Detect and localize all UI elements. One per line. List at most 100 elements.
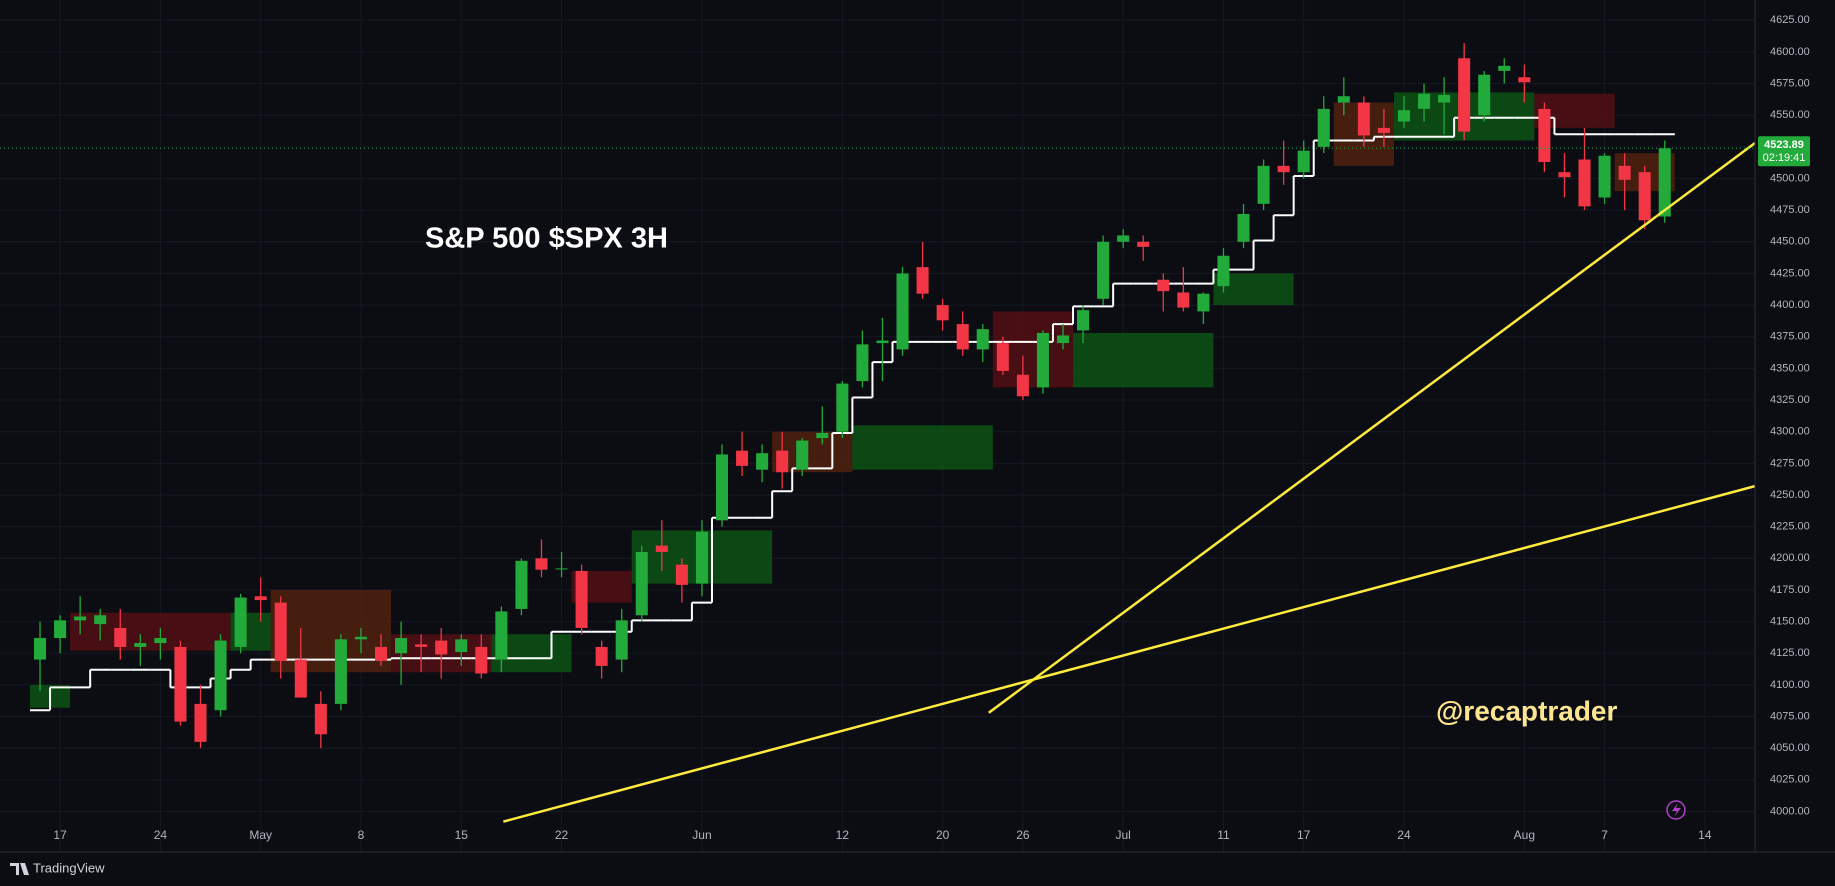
y-tick-label: 4075.00 [1770, 710, 1810, 722]
candle-body [1458, 58, 1471, 132]
candle-body [715, 454, 729, 521]
candle-body [1518, 77, 1531, 83]
x-tick-label: 11 [1217, 828, 1230, 842]
y-tick-label: 4375.00 [1770, 331, 1810, 343]
y-tick-label: 4125.00 [1770, 647, 1810, 659]
candle-body [816, 432, 829, 439]
x-tick-label: 12 [836, 828, 850, 842]
x-tick-label: 8 [358, 828, 365, 842]
trendlines [503, 142, 1756, 823]
alert-bolt[interactable] [1672, 803, 1681, 817]
axes: 4000.00 4025.00 4050.00 4075.00 4100.00 4125.… [0, 0, 1835, 853]
candle-body [234, 597, 247, 647]
candle-body [334, 639, 347, 704]
y-tick-label: 4150.00 [1770, 615, 1810, 627]
candle-body [1077, 310, 1090, 331]
footer-logo[interactable]: TradingView [10, 860, 105, 875]
candle-body [1157, 279, 1170, 292]
candle-body [675, 564, 688, 585]
candle-body [1638, 172, 1651, 221]
candle-body [1117, 235, 1130, 242]
x-tick-label: Aug [1514, 828, 1535, 842]
last-price-badge [1758, 136, 1810, 167]
alert-circle[interactable] [1666, 800, 1686, 820]
candle-body [595, 646, 608, 666]
x-tick-label: 7 [1601, 828, 1608, 842]
candle-body [1578, 159, 1591, 207]
candle-body [936, 305, 949, 321]
x-tick-label: 17 [1297, 828, 1311, 842]
logo-icon[interactable] [10, 863, 29, 875]
y-tick-label: 4225.00 [1770, 521, 1810, 533]
candle-body [435, 640, 448, 655]
candle-body [194, 703, 207, 742]
candle-body [876, 340, 889, 344]
y-tick-label: 4450.00 [1770, 236, 1810, 248]
candle-body [736, 450, 749, 466]
y-tick-label: 4200.00 [1770, 552, 1810, 564]
candle-body [174, 646, 187, 722]
candle-body [856, 344, 869, 382]
candle-body [655, 545, 668, 552]
candle-body [254, 596, 267, 601]
y-tick-label: 4425.00 [1770, 267, 1810, 279]
candle-body [1056, 335, 1070, 344]
candle-body [1658, 148, 1671, 217]
candle-body [1337, 96, 1350, 103]
y-tick-label: 4275.00 [1770, 457, 1810, 469]
y-tick-label: 4400.00 [1770, 299, 1810, 311]
candle-body [535, 558, 548, 570]
candle-body [415, 644, 428, 647]
candle-body [796, 440, 809, 470]
candle-body [1277, 165, 1290, 173]
candle-body [1357, 102, 1370, 136]
trendline [988, 142, 1756, 714]
candle-body [1498, 65, 1511, 71]
x-tick-label: 17 [53, 828, 67, 842]
y-tick-label: 4350.00 [1770, 362, 1810, 374]
chart-title: S&P 500 $SPX 3H [425, 223, 668, 255]
brand[interactable]: TradingView [33, 860, 105, 875]
candle-body [1558, 172, 1571, 178]
alert-icon[interactable] [1666, 800, 1686, 820]
candle-body [1197, 293, 1210, 312]
candle-body [475, 646, 488, 674]
candle-body [1036, 332, 1049, 388]
grid [0, 0, 1755, 852]
y-tick-label: 4475.00 [1770, 204, 1810, 216]
candle-body [1016, 374, 1029, 397]
candle-body [695, 531, 708, 584]
candle-body [1377, 127, 1390, 133]
candle-body [274, 602, 287, 661]
candle-body [1478, 74, 1491, 116]
candle-body [214, 640, 227, 711]
candle-body [354, 636, 367, 640]
x-tick-label: May [249, 828, 272, 842]
y-tick-label: 4000.00 [1770, 805, 1810, 817]
candle-body [1397, 110, 1410, 122]
candle-body [836, 383, 849, 432]
x-tick-label: 24 [154, 828, 168, 842]
candle-body [756, 453, 769, 470]
candle-body [1618, 165, 1631, 180]
x-tick-label: Jul [1115, 828, 1130, 842]
cloud-zone [270, 589, 392, 673]
x-tick-label: 14 [1698, 828, 1712, 842]
candle-body [776, 450, 789, 473]
cloud-zone [1073, 332, 1214, 388]
candle-body [455, 639, 468, 652]
candle-body [134, 643, 147, 647]
y-tick-label: 4250.00 [1770, 489, 1810, 501]
candle-body [395, 638, 408, 654]
x-tick-label: 24 [1397, 828, 1411, 842]
candle-body [1418, 93, 1431, 109]
candle-body [294, 659, 307, 698]
candle-body [615, 620, 628, 660]
candle-body [314, 703, 327, 735]
candle-body [1297, 150, 1310, 173]
y-tick-label: 4300.00 [1770, 426, 1810, 438]
x-tick-label: 26 [1016, 828, 1030, 842]
candle-body [1317, 108, 1330, 147]
candle-body [1438, 94, 1451, 103]
